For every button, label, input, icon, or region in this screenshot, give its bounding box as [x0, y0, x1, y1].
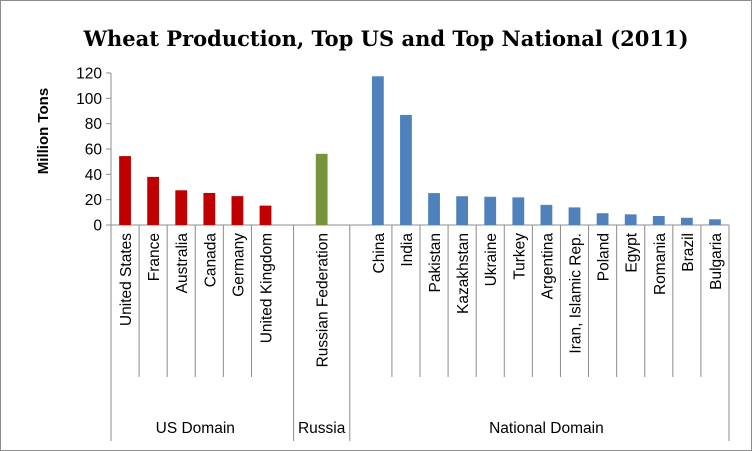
bar — [259, 205, 272, 225]
bar — [147, 176, 160, 225]
chart-title: Wheat Production, Top US and Top Nationa… — [82, 26, 688, 51]
category-label: Russian Federation — [315, 233, 332, 367]
bar — [119, 156, 131, 225]
group-label: Russia — [298, 420, 346, 437]
category-label: Argentina — [539, 233, 556, 300]
bar — [624, 214, 637, 225]
category-label: Germany — [230, 233, 247, 297]
group-label: US Domain — [156, 420, 235, 437]
bar — [231, 196, 244, 225]
category-label: Ukraine — [483, 233, 500, 286]
category-label: Poland — [596, 233, 613, 281]
category-label: United Kingdom — [259, 233, 276, 343]
category-label: Canada — [202, 233, 219, 288]
category-label: United States — [118, 233, 135, 326]
y-axis-label: Million Tons — [35, 88, 52, 174]
category-label: India — [399, 233, 416, 267]
bar — [568, 207, 581, 225]
category-label: Bulgaria — [708, 233, 725, 290]
y-tick-label: 20 — [85, 192, 103, 209]
bar — [371, 76, 384, 225]
y-tick-label: 120 — [76, 66, 102, 83]
bar — [203, 192, 216, 225]
bar — [428, 193, 440, 225]
group-label: National Domain — [489, 420, 604, 437]
category-label: Turkey — [511, 233, 528, 280]
bar — [175, 190, 188, 225]
y-tick-label: 100 — [76, 91, 102, 108]
bar — [484, 196, 497, 225]
category-label: Brazil — [680, 233, 697, 272]
bar — [456, 196, 469, 225]
bar — [596, 213, 609, 225]
category-label: Iran, Islamic Rep. — [568, 233, 585, 354]
category-label: Egypt — [624, 232, 641, 272]
category-label: Romania — [652, 233, 669, 295]
bar — [540, 204, 553, 225]
category-label: France — [146, 233, 163, 281]
bar — [512, 197, 525, 225]
y-tick-label: 80 — [85, 116, 103, 133]
bar — [709, 219, 721, 225]
y-tick-label: 60 — [85, 142, 103, 159]
category-label: Australia — [174, 233, 191, 294]
y-tick-label: 40 — [85, 167, 103, 184]
category-label: Pakistan — [427, 233, 444, 292]
bar — [680, 217, 693, 225]
bar — [652, 216, 665, 225]
bar — [315, 153, 328, 225]
y-tick-label: 0 — [93, 218, 102, 235]
bar — [400, 114, 412, 225]
category-label: China — [371, 233, 388, 274]
plot-area: 0 20 40 60 80 100 120 United States France Austra… — [76, 66, 730, 441]
category-label: Kazakhstan — [455, 233, 472, 314]
